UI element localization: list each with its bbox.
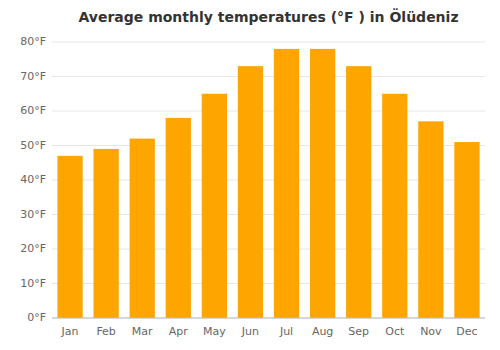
- x-tick-label: Jan: [61, 325, 79, 338]
- chart-title: Average monthly temperatures (°F ) in Öl…: [78, 8, 458, 25]
- y-tick-label: 10°F: [20, 277, 46, 290]
- x-tick-label: Mar: [132, 325, 153, 338]
- x-tick-label: Jul: [279, 325, 293, 338]
- bar: [418, 121, 443, 318]
- y-tick-label: 40°F: [20, 173, 46, 186]
- bar: [382, 94, 407, 318]
- y-tick-label: 20°F: [20, 242, 46, 255]
- x-tick-label: Sep: [348, 325, 369, 338]
- y-tick-label: 0°F: [27, 311, 46, 324]
- chart-container: Average monthly temperatures (°F ) in Öl…: [0, 0, 500, 350]
- bar: [310, 49, 335, 318]
- x-tick-label: Jun: [241, 325, 259, 338]
- bar: [274, 49, 299, 318]
- x-tick-label: Dec: [456, 325, 477, 338]
- bar: [130, 139, 155, 318]
- grid-line: [52, 318, 485, 319]
- grid-line: [52, 111, 485, 112]
- y-tick-label: 50°F: [20, 139, 46, 152]
- y-tick-label: 70°F: [20, 70, 46, 83]
- bar: [454, 142, 479, 318]
- chart: Average monthly temperatures (°F ) in Öl…: [0, 0, 500, 350]
- y-tick-label: 80°F: [20, 35, 46, 48]
- x-tick-label: Nov: [420, 325, 442, 338]
- y-tick-label: 30°F: [20, 208, 46, 221]
- y-tick-label: 60°F: [20, 104, 46, 117]
- bar: [238, 66, 263, 318]
- bar: [202, 94, 227, 318]
- x-tick-label: Feb: [96, 325, 115, 338]
- x-axis: Jan Feb Mar Apr May Jun Jul Aug Sep Oct Nov Dec: [61, 325, 478, 338]
- x-tick-label: Oct: [385, 325, 405, 338]
- x-tick-label: Apr: [169, 325, 189, 338]
- x-tick-label: Aug: [312, 325, 333, 338]
- grid-line: [52, 76, 485, 77]
- bars: [57, 49, 479, 318]
- bar: [93, 149, 118, 318]
- grid-line: [52, 42, 485, 43]
- bar: [57, 156, 82, 318]
- bar: [346, 66, 371, 318]
- y-axis: 0°F 10°F 20°F 30°F 40°F 50°F 60°F 70°F 80°F: [20, 35, 485, 324]
- x-axis-line: [52, 318, 485, 319]
- x-tick-label: May: [203, 325, 226, 338]
- bar: [166, 118, 191, 318]
